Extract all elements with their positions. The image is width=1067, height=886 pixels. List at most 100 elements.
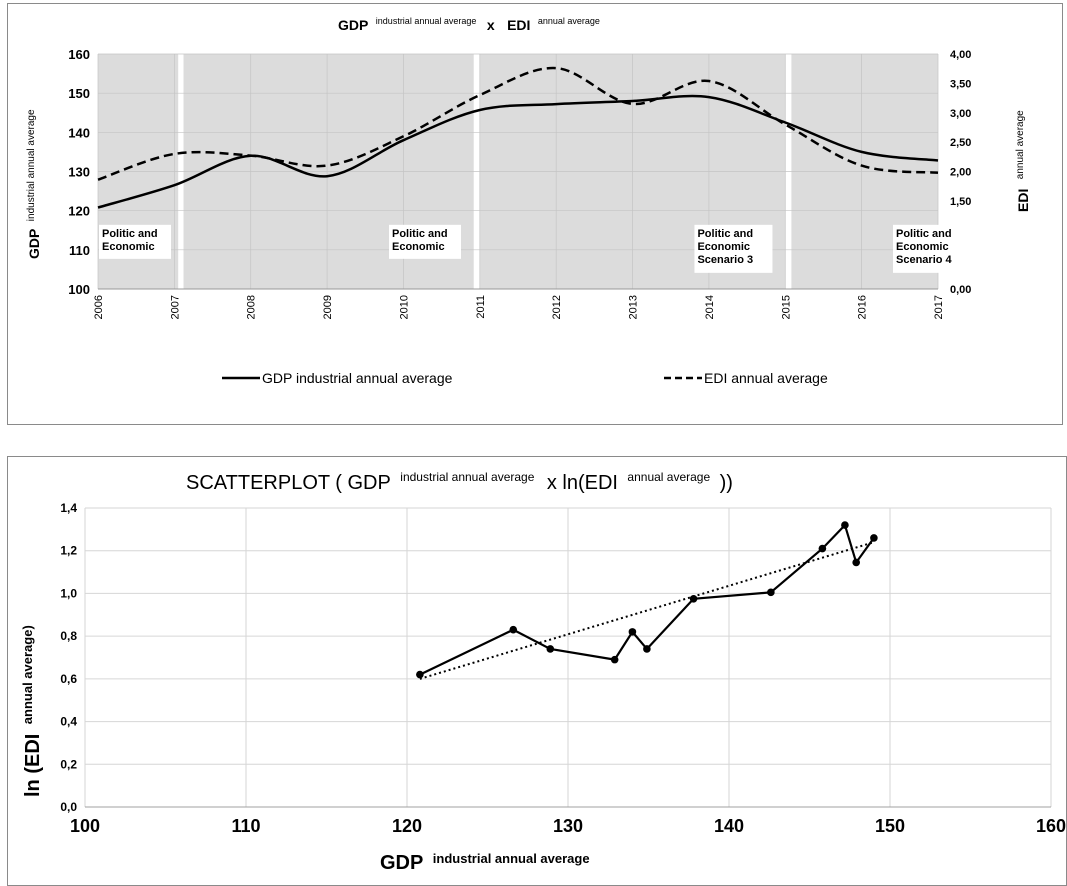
period-label: Politic and Economic	[392, 228, 448, 253]
x-tick-label: 140	[714, 816, 744, 836]
scatter-xlabel-main: GDP	[380, 852, 423, 874]
y-right-tick-label: 1,50	[950, 196, 971, 208]
x-tick-label: 2016	[857, 295, 869, 319]
period-label: Politic and Economic	[102, 228, 158, 253]
scatter-point	[767, 588, 775, 597]
scatter-chart-panel: 0,0 0,2 0,4 0,6 0,8 1,0 1,2 1,4 100 110 120 130 140 1…	[7, 456, 1067, 886]
scatter-title-prefix: SCATTERPLOT ( GDP	[186, 472, 391, 494]
x-tick-label: 150	[875, 816, 905, 836]
title-main-2: EDI	[507, 17, 530, 33]
period-label-box	[893, 224, 971, 273]
x-tick-label: 2007	[169, 295, 181, 319]
y-tick-label: 0,0	[60, 800, 77, 814]
legend-gdp-label: GDP industrial annual average	[262, 370, 453, 386]
period-label-line: Economic	[697, 241, 750, 253]
line-chart-panel: 1001101201301401501600,000,501,001,502,0…	[7, 3, 1063, 425]
scatter-point	[870, 534, 878, 542]
x-tick-label: 160	[1036, 816, 1066, 836]
y-left-tick-label: 100	[68, 282, 90, 297]
y-tick-label: 0,8	[60, 629, 77, 643]
scatter-x-axis-label: GDP industrial annual average	[380, 851, 590, 874]
line-chart: 1001101201301401501600,000,501,001,502,0…	[26, 11, 1032, 386]
x-tick-label: 100	[70, 816, 100, 836]
edi-series-line	[97, 66, 939, 181]
scatter-point	[841, 521, 849, 529]
x-tick-label: 2011	[475, 295, 487, 319]
y-left-tick-label: 140	[68, 125, 90, 140]
period-label-line: Politic and	[392, 228, 448, 240]
x-tick-label: 2010	[398, 295, 410, 319]
y-tick-label: 0,2	[60, 757, 77, 771]
scatter-title-mid: x ln(EDI	[547, 472, 618, 494]
title-sep: x	[487, 17, 495, 33]
x-tick-label: 2009	[322, 295, 334, 319]
scatter-title-suffix: ))	[720, 472, 733, 494]
period-label-box	[99, 224, 171, 259]
scatter-y-axis-label: ln (EDI annual average)	[20, 625, 44, 797]
y-left-tick-label: 160	[68, 47, 90, 62]
y-right-tick-label: 4,00	[950, 49, 971, 61]
ylabel-right-sup: annual average	[1015, 110, 1026, 179]
period-label-line: Politic and	[896, 228, 952, 240]
scatter-point	[643, 645, 651, 653]
y-left-tick-label: 120	[68, 204, 90, 219]
y-axis-right-label: EDI annual average	[1015, 110, 1032, 212]
ylabel-left-sup: industrial annual average	[26, 109, 37, 221]
y-tick-label: 0,6	[60, 672, 77, 686]
x-tick-label: 110	[231, 816, 260, 836]
x-tick-label: 130	[553, 816, 583, 836]
x-tick-label: 2014	[704, 295, 716, 319]
title-sup-2: annual average	[538, 16, 600, 26]
period-label-line: Economic	[392, 241, 445, 253]
scatter-title-sup-2: annual average	[627, 470, 710, 484]
x-tick-label: 2015	[780, 295, 792, 319]
y-left-tick-label: 130	[68, 165, 90, 180]
x-tick-label: 2006	[93, 295, 105, 319]
trendline	[419, 541, 875, 680]
period-label-line: Scenario 4	[896, 254, 953, 266]
x-tick-label: 120	[392, 816, 422, 836]
y-left-tick-label: 150	[68, 86, 90, 101]
scatter-title-sup-1: industrial annual average	[400, 470, 534, 484]
period-label: Politic and Economic Scenario 4	[896, 228, 953, 266]
y-axis-left-label: GDP industrial annual average	[26, 109, 43, 259]
y-left-tick-label: 110	[69, 243, 90, 258]
period-label-box	[694, 224, 773, 273]
y-right-tick-label: 0,00	[950, 284, 971, 296]
scatter-point	[509, 625, 518, 634]
y-tick-label: 1,2	[60, 544, 77, 558]
y-tick-label: 1,4	[60, 501, 77, 515]
scatter-xlabel-sup: industrial annual average	[433, 851, 590, 866]
scatter-ylabel-main: ln (EDI	[22, 734, 44, 797]
legend: GDP industrial annual average EDI annual…	[222, 370, 828, 386]
x-tick-label: 2013	[628, 295, 640, 319]
gdp-series-line	[97, 94, 939, 209]
scatter-chart: 0,0 0,2 0,4 0,6 0,8 1,0 1,2 1,4 100 110 120 130 140 1…	[20, 470, 1066, 874]
chart-title: GDP industrial annual average x EDI annu…	[338, 11, 600, 34]
period-label-line: Politic and	[697, 228, 753, 240]
scatter-point	[628, 628, 637, 636]
title-sup-1: industrial annual average	[376, 16, 477, 26]
scatter-point	[546, 645, 555, 653]
y-tick-label: 1,0	[60, 586, 77, 600]
x-tick-label: 2017	[933, 295, 945, 319]
period-label-line: Economic	[102, 241, 155, 253]
scatter-point	[689, 594, 698, 603]
scatter-point	[852, 558, 860, 567]
period-label: Politic and Economic Scenario 3	[697, 228, 753, 266]
scatter-point	[818, 544, 827, 553]
x-tick-label: 2008	[246, 295, 258, 319]
period-label-line: Economic	[896, 241, 949, 253]
period-label-box	[389, 224, 461, 259]
scatter-point	[610, 655, 619, 664]
scatter-ylabel-sup: annual average)	[20, 625, 35, 724]
ylabel-left-main: GDP	[26, 229, 42, 259]
y-tick-label: 0,4	[60, 715, 77, 729]
y-right-tick-label: 2,00	[950, 167, 971, 179]
period-label-line: Politic and	[102, 228, 158, 240]
y-right-tick-label: 3,50	[950, 78, 971, 90]
ylabel-right-main: EDI	[1015, 189, 1031, 212]
scatter-connector-line	[419, 522, 875, 676]
legend-edi-label: EDI annual average	[704, 370, 828, 386]
period-label-line: Scenario 3	[697, 254, 753, 266]
